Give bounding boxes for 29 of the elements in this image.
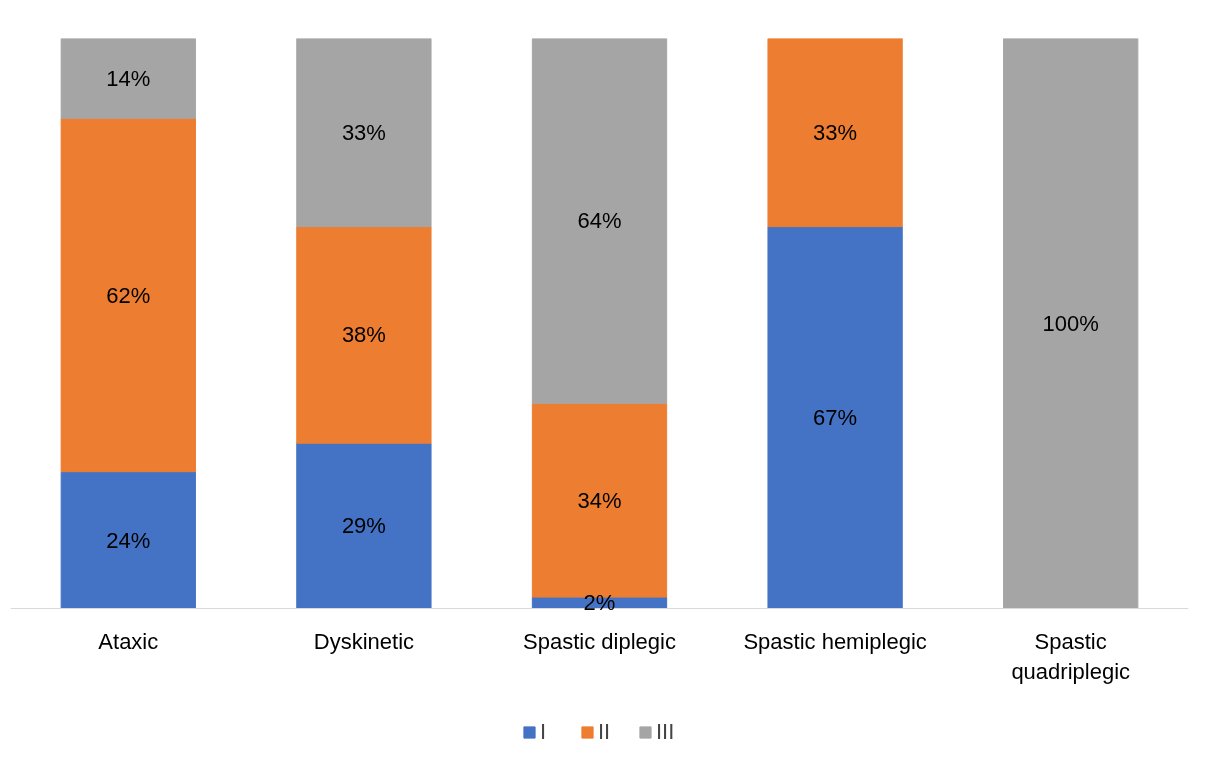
legend-label: I	[540, 719, 548, 745]
bar	[60, 471, 196, 609]
data-label: 29%	[341, 513, 386, 539]
data-label: 34%	[577, 487, 622, 513]
data-label: 24%	[106, 527, 151, 553]
data-label: 33%	[341, 120, 386, 146]
bar	[531, 38, 668, 404]
bar	[60, 38, 196, 119]
data-label: 33%	[813, 120, 858, 146]
data-label: 64%	[577, 208, 622, 234]
bar	[767, 226, 903, 609]
x-tick-label: Ataxic	[98, 628, 159, 654]
bar	[296, 226, 432, 444]
x-tick-label: Spastic quadriplegic	[1011, 628, 1131, 684]
x-tick-label: Dyskinetic	[313, 628, 415, 654]
bar	[767, 38, 903, 228]
data-label: 67%	[813, 405, 858, 431]
x-tick-label: Spastic diplegic	[523, 628, 676, 654]
legend-label: III	[656, 719, 676, 745]
bar	[1003, 38, 1139, 609]
bar	[296, 442, 432, 609]
legend-label: II	[598, 719, 612, 745]
bar	[296, 38, 432, 228]
x-tick-label: Spastic hemiplegic	[743, 628, 927, 654]
data-label: 38%	[341, 322, 386, 348]
data-label: 14%	[106, 65, 151, 91]
data-label: 62%	[106, 282, 151, 308]
bar	[60, 117, 196, 473]
data-label: 100%	[1042, 311, 1099, 336]
